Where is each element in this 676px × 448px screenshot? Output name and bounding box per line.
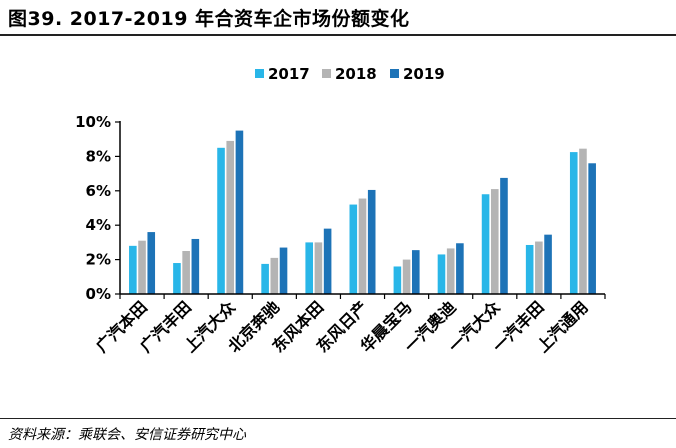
- bar-2018-广汽丰田: [182, 251, 190, 294]
- bar-2018-一汽奥迪: [446, 248, 455, 294]
- legend-swatch-2018: [322, 69, 331, 78]
- footer-divider: [0, 418, 676, 419]
- bar-2019-东风本田: [323, 228, 332, 294]
- bar-2017-一汽丰田: [525, 244, 534, 294]
- bar-2017-东风日产: [349, 204, 358, 294]
- bar-2018-华晨宝马: [402, 259, 411, 294]
- legend-label-2019: 2019: [403, 65, 445, 83]
- legend-swatch-2019: [390, 69, 399, 78]
- bar-2019-广汽本田: [147, 232, 156, 294]
- legend-label-2018: 2018: [335, 65, 377, 83]
- bar-2017-一汽奥迪: [437, 254, 446, 294]
- bar-2018-东风本田: [314, 242, 323, 294]
- bar-2017-北京奔驰: [261, 263, 269, 294]
- bar-2018-上汽大众: [226, 140, 235, 294]
- bar-2019-北京奔驰: [279, 247, 288, 294]
- y-axis: 0% 2% 4% 6% 8% 10%: [75, 113, 121, 303]
- bar-chart: 2017 2018 2019 0% 2% 4% 6% 8% 10% 广汽本田广汽丰田上汽大众北…: [75, 65, 606, 356]
- y-tick-label: 10%: [75, 113, 111, 131]
- bar-2019-上汽通用: [588, 163, 596, 294]
- bar-2017-上汽大众: [217, 147, 225, 294]
- bar-2018-东风日产: [358, 198, 367, 294]
- y-tick-label: 8%: [86, 147, 111, 165]
- bar-2018-广汽本田: [138, 240, 146, 294]
- title-divider: [0, 34, 676, 36]
- bar-2017-广汽丰田: [173, 263, 181, 294]
- bars: [129, 130, 596, 294]
- y-tick-label: 0%: [86, 285, 111, 303]
- bar-2018-一汽大众: [490, 189, 499, 294]
- legend-swatch-2017: [255, 69, 264, 78]
- source-note: 资料来源：乘联会、安信证券研究中心: [8, 427, 246, 443]
- bar-2018-北京奔驰: [270, 257, 279, 294]
- bar-2018-上汽通用: [579, 148, 587, 294]
- bar-2017-华晨宝马: [393, 266, 402, 294]
- chart-title: 图39. 2017-2019 年合资车企市场份额变化: [8, 8, 410, 30]
- y-tick-label: 6%: [86, 182, 111, 200]
- bar-2017-一汽大众: [481, 194, 490, 294]
- bar-2018-一汽丰田: [535, 241, 543, 294]
- bar-2019-一汽大众: [500, 177, 508, 294]
- bar-2019-一汽奥迪: [456, 243, 464, 294]
- bar-2019-广汽丰田: [191, 238, 200, 294]
- bar-2019-上汽大众: [235, 130, 244, 294]
- bar-2017-上汽通用: [569, 152, 578, 294]
- x-axis: 广汽本田广汽丰田上汽大众北京奔驰东风本田东风日产华晨宝马一汽奥迪一汽大众一汽丰田…: [92, 293, 606, 356]
- bar-2019-东风日产: [367, 189, 376, 294]
- bar-2019-华晨宝马: [411, 250, 420, 294]
- bar-2017-东风本田: [305, 242, 314, 294]
- bar-2017-广汽本田: [129, 245, 137, 294]
- legend: 2017 2018 2019: [255, 65, 445, 83]
- bar-2019-一汽丰田: [544, 234, 552, 294]
- legend-label-2017: 2017: [268, 65, 310, 83]
- y-tick-label: 2%: [86, 251, 111, 269]
- y-tick-label: 4%: [86, 216, 111, 234]
